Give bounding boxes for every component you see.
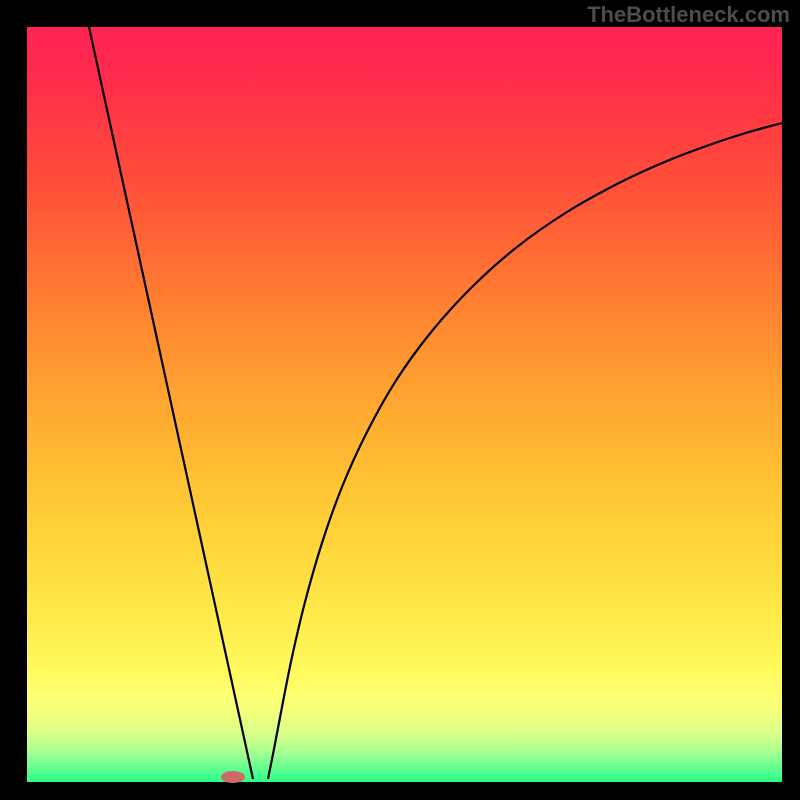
minimum-marker xyxy=(221,771,245,783)
curve-layer xyxy=(27,27,782,782)
plot-area xyxy=(27,27,782,782)
curve-left-branch xyxy=(89,27,253,779)
watermark-text: TheBottleneck.com xyxy=(587,2,790,28)
chart-container: TheBottleneck.com xyxy=(0,0,800,800)
curve-right-branch xyxy=(268,123,782,779)
